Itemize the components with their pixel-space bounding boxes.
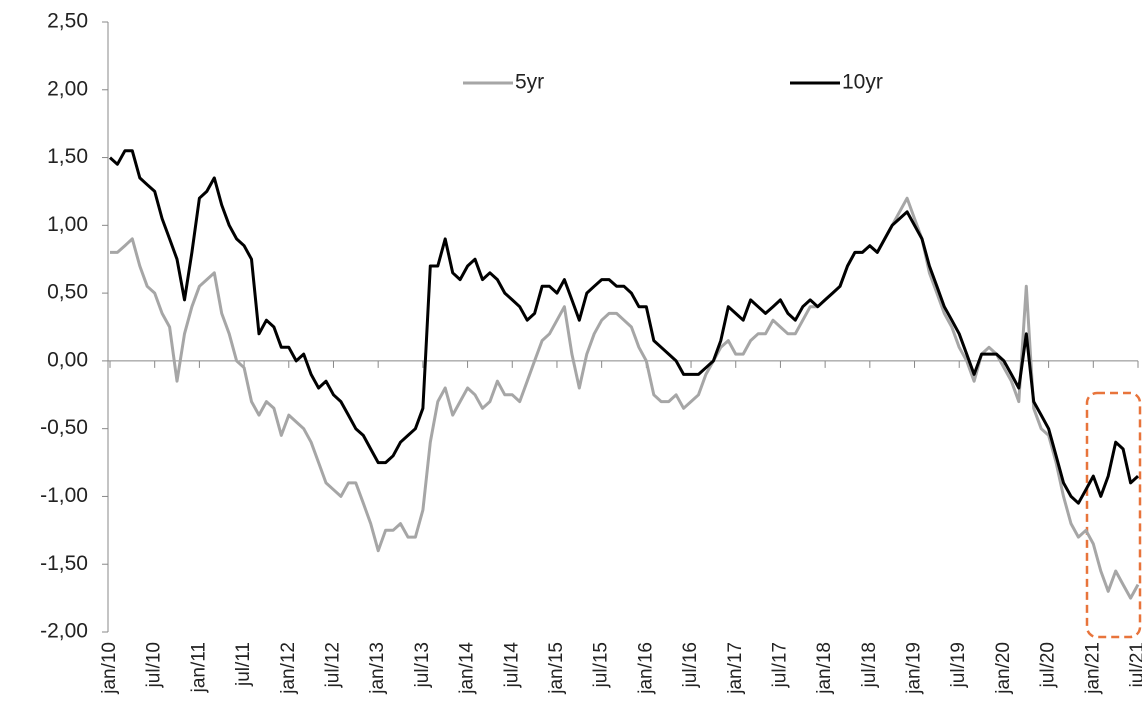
x-tick-label: jan/10 — [99, 642, 120, 695]
x-tick-label: jul/11 — [233, 642, 254, 687]
series-line — [108, 149, 1140, 505]
x-tick-label: jan/16 — [635, 642, 656, 695]
y-tick-label: -0,50 — [40, 416, 88, 439]
highlight-box — [1085, 391, 1142, 639]
x-tick-label: jan/11 — [188, 642, 209, 693]
x-tick-label: jul/13 — [412, 642, 433, 688]
x-tick-label: jan/13 — [367, 642, 388, 695]
x-tick-label: jan/18 — [814, 642, 835, 695]
x-tick-label: jul/15 — [591, 642, 612, 688]
legend-label: 5yr — [515, 71, 544, 94]
x-tick-label: jan/19 — [904, 642, 925, 695]
x-tick-label: jan/12 — [278, 642, 299, 695]
x-tick-label: jul/20 — [1038, 642, 1059, 688]
x-tick-label: jul/14 — [501, 642, 522, 689]
y-tick-label: 1,00 — [47, 213, 88, 236]
x-tick-label: jan/15 — [546, 642, 567, 695]
x-tick-label: jul/12 — [322, 642, 343, 688]
x-tick-label: jul/17 — [769, 642, 790, 688]
y-tick-label: -2,00 — [40, 620, 88, 643]
y-tick-label: 0,00 — [47, 348, 88, 371]
legend-label: 10yr — [842, 71, 883, 94]
x-tick-label: jan/20 — [993, 642, 1014, 695]
y-tick-label: 2,50 — [47, 10, 88, 33]
y-tick-label: 2,00 — [47, 77, 88, 100]
x-tick-label: jul/19 — [948, 642, 969, 688]
series-line — [110, 196, 1140, 600]
y-tick-label: 0,50 — [47, 281, 88, 304]
x-tick-label: jan/14 — [457, 642, 478, 695]
x-tick-label: jul/18 — [859, 642, 880, 688]
y-tick-label: 1,50 — [47, 145, 88, 168]
x-tick-label: jan/17 — [725, 642, 746, 695]
x-tick-label: jul/10 — [144, 642, 165, 688]
y-tick-label: -1,00 — [40, 484, 88, 507]
x-tick-label: jan/21 — [1082, 642, 1103, 695]
y-tick-label: -1,50 — [40, 552, 88, 575]
x-tick-label: jul/21 — [1127, 642, 1142, 688]
x-tick-label: jul/16 — [680, 642, 701, 688]
